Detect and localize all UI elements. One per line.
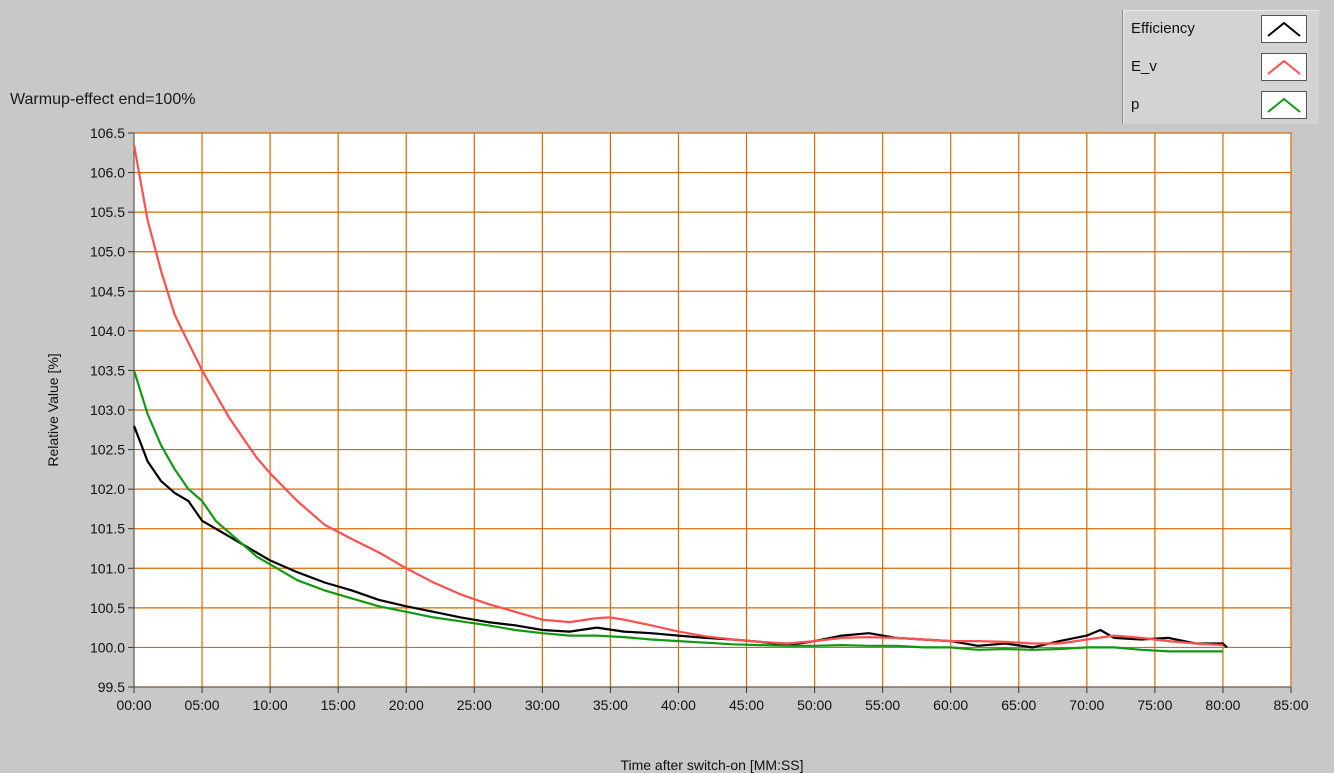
y-axis-label: Relative Value [%] [45,353,61,466]
x-axis-label: Time after switch-on [MM:SS] [620,757,803,773]
legend-label-p: p [1131,96,1140,113]
x-tick-label: 65:00 [1001,697,1036,713]
y-tick-label: 101.0 [90,560,125,576]
legend-line-efficiency [1267,21,1301,37]
y-tick-label: 101.5 [90,521,125,537]
y-tick-label: 106.5 [90,125,125,141]
series-lines [132,144,1228,653]
x-tick-label: 80:00 [1205,697,1240,713]
x-tick-label: 10:00 [253,697,288,713]
plot-legend[interactable]: Efficiency E_v p [1122,10,1319,124]
legend-line-e-v [1267,59,1301,75]
y-tick-label: 99.5 [98,679,125,695]
y-tick-label: 103.0 [90,402,125,418]
y-tick-label: 104.0 [90,323,125,339]
legend-item-efficiency[interactable]: Efficiency [1123,12,1319,46]
x-tick-label: 00:00 [116,697,151,713]
y-tick-label: 105.5 [90,204,125,220]
y-tick-label: 102.5 [90,442,125,458]
x-tick-label: 75:00 [1137,697,1172,713]
x-tick-label: 55:00 [865,697,900,713]
x-tick-label: 05:00 [185,697,220,713]
plot-title: Warmup-effect end=100% [10,91,196,108]
x-tick-label: 20:00 [389,697,424,713]
x-tick-label: 25:00 [457,697,492,713]
y-tick-label: 102.0 [90,481,125,497]
x-tick-label: 15:00 [321,697,356,713]
grid-lines [133,132,1292,688]
x-tick-label: 85:00 [1273,697,1308,713]
legend-swatch-p[interactable] [1261,91,1307,119]
y-tick-label: 100.0 [90,639,125,655]
legend-label-e-v: E_v [1131,58,1157,75]
x-tick-label: 50:00 [797,697,832,713]
x-tick-label: 30:00 [525,697,560,713]
legend-item-p[interactable]: p [1123,88,1319,122]
x-tick-label: 45:00 [729,697,764,713]
x-tick-label: 60:00 [933,697,968,713]
y-tick-label: 104.5 [90,283,125,299]
axes: 00:00 05:00 10:00 15:00 20:00 25:00 30:00 35:00… [90,125,1309,713]
legend-label-efficiency: Efficiency [1131,20,1195,37]
y-tick-label: 103.5 [90,362,125,378]
legend-swatch-efficiency[interactable] [1261,15,1307,43]
legend-line-p [1267,97,1301,113]
x-tick-label: 35:00 [593,697,628,713]
legend-item-e-v[interactable]: E_v [1123,50,1319,84]
x-tick-label: 40:00 [661,697,696,713]
series-line-p [132,370,1223,653]
x-tick-label: 70:00 [1069,697,1104,713]
y-tick-label: 105.0 [90,244,125,260]
legend-swatch-e-v[interactable] [1261,53,1307,81]
y-tick-label: 100.5 [90,600,125,616]
y-tick-label: 106.0 [90,165,125,181]
series-line-e-v [132,144,1223,647]
